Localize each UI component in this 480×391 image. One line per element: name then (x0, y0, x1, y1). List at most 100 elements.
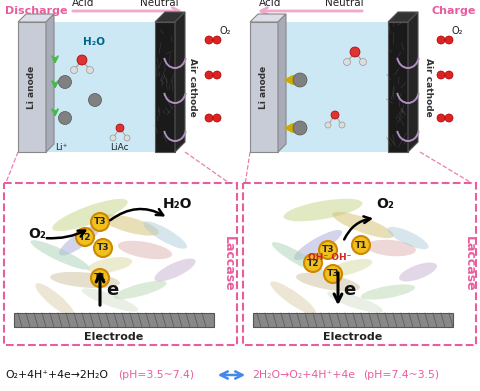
Circle shape (331, 111, 339, 119)
Polygon shape (155, 12, 185, 22)
FancyBboxPatch shape (4, 183, 237, 345)
Polygon shape (250, 22, 278, 152)
Text: T3: T3 (94, 217, 106, 226)
Circle shape (324, 265, 342, 283)
Circle shape (293, 73, 307, 87)
Text: Li⁺: Li⁺ (55, 143, 67, 152)
Text: H₂O: H₂O (83, 37, 105, 47)
Text: Li anode: Li anode (27, 65, 36, 109)
Polygon shape (46, 22, 155, 152)
Circle shape (445, 36, 453, 44)
Circle shape (437, 114, 445, 122)
Polygon shape (278, 22, 388, 152)
Polygon shape (388, 22, 408, 152)
Circle shape (445, 114, 453, 122)
Circle shape (86, 66, 94, 74)
Polygon shape (408, 12, 418, 152)
Text: Acid: Acid (72, 0, 95, 8)
Text: O₂: O₂ (28, 227, 46, 241)
Polygon shape (46, 14, 54, 152)
Ellipse shape (361, 284, 415, 300)
Circle shape (59, 75, 72, 88)
Ellipse shape (155, 258, 196, 282)
Ellipse shape (296, 273, 360, 291)
Circle shape (437, 71, 445, 79)
Ellipse shape (327, 291, 383, 313)
Text: O₂+4H⁺+4e→2H₂O: O₂+4H⁺+4e→2H₂O (5, 370, 108, 380)
Text: Discharge: Discharge (5, 6, 68, 16)
Circle shape (71, 66, 77, 74)
Circle shape (76, 228, 94, 246)
Circle shape (77, 55, 87, 65)
Ellipse shape (366, 240, 416, 256)
Text: OH⁻ OH⁻: OH⁻ OH⁻ (308, 253, 351, 262)
Polygon shape (18, 14, 54, 22)
Ellipse shape (52, 199, 128, 231)
Text: LiAc: LiAc (110, 143, 129, 152)
Circle shape (350, 47, 360, 57)
Ellipse shape (294, 230, 342, 260)
Circle shape (205, 36, 213, 44)
Text: (pH=7.4~3.5): (pH=7.4~3.5) (363, 370, 439, 380)
Text: T3: T3 (97, 244, 109, 253)
Circle shape (304, 254, 322, 272)
Ellipse shape (270, 282, 316, 315)
Polygon shape (175, 12, 185, 152)
Circle shape (445, 71, 453, 79)
Polygon shape (155, 22, 175, 152)
Text: Charge: Charge (432, 6, 476, 16)
Ellipse shape (387, 227, 429, 249)
Text: 2H₂O→O₂+4H⁺+4e: 2H₂O→O₂+4H⁺+4e (252, 370, 355, 380)
Circle shape (293, 121, 307, 135)
FancyBboxPatch shape (253, 313, 453, 327)
Circle shape (94, 239, 112, 257)
Ellipse shape (118, 241, 172, 259)
Ellipse shape (50, 272, 120, 288)
Ellipse shape (113, 281, 167, 299)
Text: e: e (343, 281, 355, 299)
Text: Laccase: Laccase (221, 236, 235, 292)
Circle shape (213, 114, 221, 122)
FancyBboxPatch shape (14, 313, 214, 327)
Text: T3: T3 (327, 269, 339, 278)
Circle shape (91, 269, 109, 287)
Text: O₂: O₂ (376, 197, 394, 211)
Circle shape (344, 59, 350, 66)
Text: Neutral: Neutral (325, 0, 364, 8)
Ellipse shape (82, 288, 138, 312)
Text: Air cathode: Air cathode (189, 57, 197, 117)
Polygon shape (18, 22, 46, 152)
Polygon shape (388, 12, 418, 22)
Text: O₂: O₂ (220, 26, 231, 36)
Ellipse shape (284, 199, 362, 221)
Circle shape (437, 36, 445, 44)
Circle shape (325, 122, 331, 128)
Text: Li anode: Li anode (260, 65, 268, 109)
Circle shape (116, 124, 124, 132)
Ellipse shape (59, 224, 101, 255)
Ellipse shape (143, 221, 187, 249)
Circle shape (88, 93, 101, 106)
Text: Electrode: Electrode (324, 332, 383, 342)
Polygon shape (250, 14, 286, 22)
Ellipse shape (324, 259, 372, 277)
Text: O₂: O₂ (452, 26, 464, 36)
Circle shape (205, 71, 213, 79)
Text: H₂O: H₂O (163, 197, 192, 211)
Circle shape (59, 111, 72, 124)
Circle shape (110, 135, 116, 141)
Text: T2: T2 (307, 258, 319, 267)
Ellipse shape (88, 257, 132, 273)
Text: Air cathode: Air cathode (423, 57, 432, 117)
Circle shape (319, 241, 337, 259)
Circle shape (352, 236, 370, 254)
Text: Acid: Acid (259, 0, 281, 8)
Circle shape (213, 36, 221, 44)
Circle shape (360, 59, 367, 66)
Ellipse shape (332, 212, 394, 238)
Text: Electrode: Electrode (84, 332, 144, 342)
Ellipse shape (36, 283, 74, 317)
Ellipse shape (399, 262, 437, 282)
Circle shape (205, 114, 213, 122)
Ellipse shape (30, 240, 90, 270)
